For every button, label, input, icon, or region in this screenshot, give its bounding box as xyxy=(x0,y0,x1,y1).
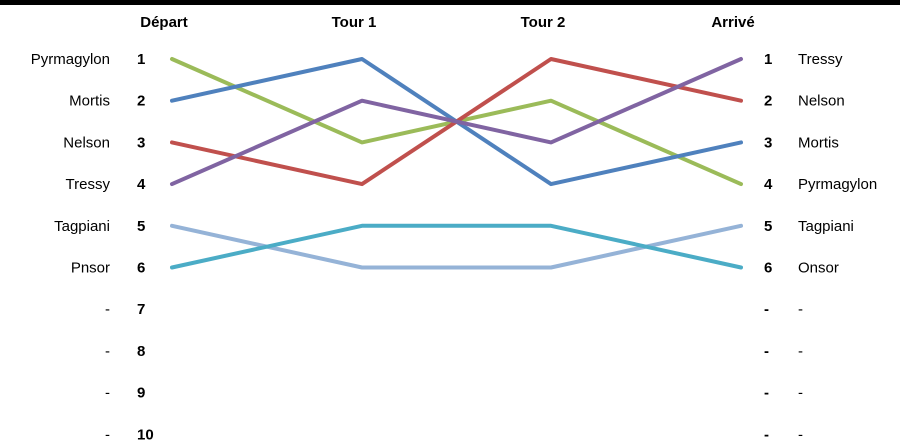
left-rank-4: 4 xyxy=(137,176,146,193)
left-rank-3: 3 xyxy=(137,134,145,151)
right-name-10: - xyxy=(798,426,803,443)
left-rank-8: 8 xyxy=(137,343,145,360)
right-name-2: Nelson xyxy=(798,93,845,110)
right-rank-7: - xyxy=(764,301,769,318)
series-line-6 xyxy=(170,223,743,270)
left-rank-column: 1 Pyrmagylon 2 Mortis 3 Nelson 4 Tressy 5 Tagpian… xyxy=(31,51,154,443)
left-name-3: Nelson xyxy=(63,134,110,151)
left-name-7: - xyxy=(105,301,110,318)
stage-label-2: Tour 1 xyxy=(332,14,377,31)
left-name-9: - xyxy=(105,385,110,402)
right-rank-5: 5 xyxy=(764,218,772,235)
right-rank-4: 4 xyxy=(764,176,773,193)
stage-labels: Départ Tour 1 Tour 2 Arrivé xyxy=(140,14,754,31)
left-rank-2: 2 xyxy=(137,93,145,110)
series-line-5 xyxy=(170,223,743,270)
left-rank-7: 7 xyxy=(137,301,145,318)
right-rank-9: - xyxy=(764,385,769,402)
right-name-6: Onsor xyxy=(798,260,839,277)
right-rank-2: 2 xyxy=(764,93,772,110)
right-name-3: Mortis xyxy=(798,134,839,151)
right-name-4: Pyrmagylon xyxy=(798,176,877,193)
left-name-6: Pnsor xyxy=(71,260,110,277)
right-name-7: - xyxy=(798,301,803,318)
right-name-8: - xyxy=(798,343,803,360)
left-rank-5: 5 xyxy=(137,218,145,235)
right-rank-column: 1 Tressy 2 Nelson 3 Mortis 4 Pyrmagylon 5 Tagpian… xyxy=(764,51,877,443)
stage-label-3: Tour 2 xyxy=(521,14,566,31)
right-rank-10: - xyxy=(764,426,769,443)
right-name-9: - xyxy=(798,385,803,402)
right-name-1: Tressy xyxy=(798,51,843,68)
left-rank-1: 1 xyxy=(137,51,145,68)
right-name-5: Tagpiani xyxy=(798,218,854,235)
left-name-8: - xyxy=(105,343,110,360)
left-name-4: Tressy xyxy=(66,176,111,193)
left-rank-10: 10 xyxy=(137,426,154,443)
stage-label-1: Départ xyxy=(140,14,188,31)
right-rank-8: - xyxy=(764,343,769,360)
left-rank-9: 9 xyxy=(137,385,145,402)
left-name-5: Tagpiani xyxy=(54,218,110,235)
left-rank-6: 6 xyxy=(137,260,145,277)
left-name-1: Pyrmagylon xyxy=(31,51,110,68)
right-rank-3: 3 xyxy=(764,134,772,151)
stage-label-4: Arrivé xyxy=(711,14,754,31)
top-border xyxy=(0,0,900,5)
right-rank-1: 1 xyxy=(764,51,772,68)
series-line-4 xyxy=(170,57,743,187)
right-rank-6: 6 xyxy=(764,260,772,277)
left-name-10: - xyxy=(105,426,110,443)
series-layer xyxy=(170,57,743,270)
left-name-2: Mortis xyxy=(69,93,110,110)
